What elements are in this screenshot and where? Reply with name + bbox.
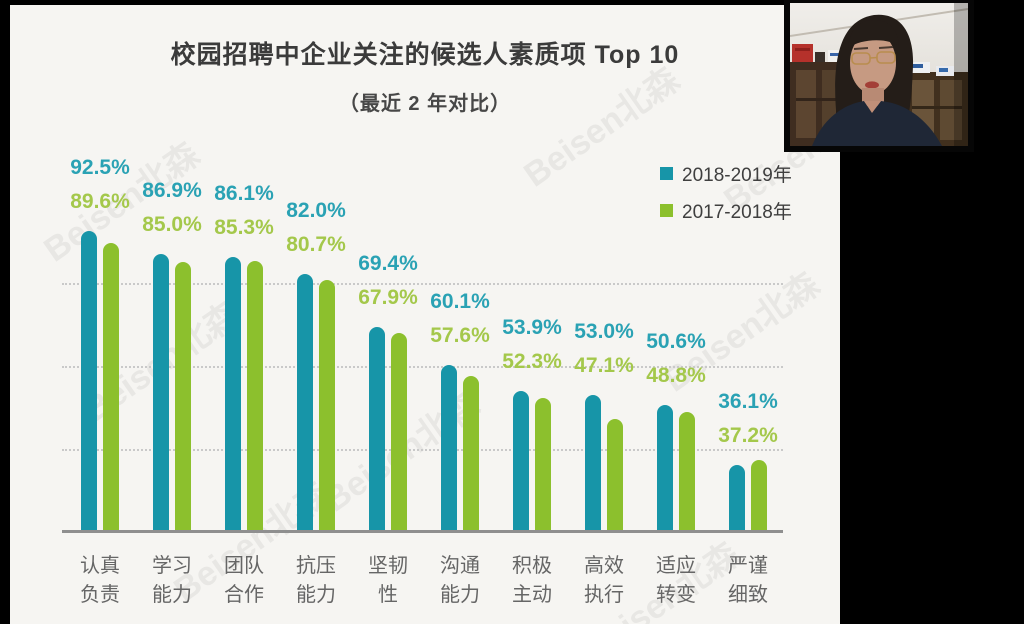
- value-label-2017-2018年: 52.3%: [502, 350, 562, 373]
- value-label-2017-2018年: 37.2%: [718, 424, 778, 447]
- shoulders: [812, 101, 942, 146]
- bar-2018-2019年: [369, 327, 385, 530]
- lips: [865, 81, 879, 89]
- bar-2017-2018年: [679, 412, 695, 530]
- value-labels: 53.9% 52.3%: [486, 311, 578, 379]
- bar-2017-2018年: [103, 243, 119, 530]
- value-label-2018-2019年: 53.9%: [502, 316, 562, 339]
- value-labels: 53.0% 47.1%: [558, 315, 650, 383]
- value-label-2018-2019年: 86.9%: [142, 179, 202, 202]
- cabinet-shelf: [912, 106, 962, 109]
- category-label: 团队 合作: [224, 555, 264, 606]
- video-frame: [790, 3, 968, 146]
- legend-swatch-green-icon: [660, 204, 673, 217]
- category-label: 认真 负责: [80, 555, 120, 606]
- value-label-2018-2019年: 69.4%: [358, 252, 418, 275]
- sign-mark: [911, 64, 923, 68]
- gridline: [62, 283, 783, 285]
- value-labels: 86.9% 85.0%: [126, 174, 218, 242]
- value-label-2017-2018年: 85.0%: [142, 213, 202, 236]
- webcam-scene: [784, 0, 974, 152]
- slide: Beisen北森 Beisen北森 Beisen北森 Beisen北森 Beisen北森…: [10, 5, 840, 624]
- red-box: [792, 44, 813, 62]
- bar-2017-2018年: [751, 460, 767, 530]
- value-labels: 86.1% 85.3%: [198, 177, 290, 245]
- bar-2017-2018年: [535, 398, 551, 530]
- category-label: 高效 执行: [584, 555, 624, 606]
- bar-2018-2019年: [513, 391, 529, 530]
- cabinet-shelf: [796, 98, 842, 101]
- value-label-2017-2018年: 80.7%: [286, 233, 346, 256]
- legend-item: 2018-2019年: [660, 160, 792, 187]
- bar-2017-2018年: [175, 262, 191, 530]
- value-label-2017-2018年: 67.9%: [358, 286, 418, 309]
- category-label: 抗压 能力: [296, 555, 336, 606]
- glasses-left-lens: [851, 52, 871, 65]
- bar-2017-2018年: [319, 280, 335, 530]
- value-labels: 82.0% 80.7%: [270, 194, 362, 262]
- bar-2017-2018年: [607, 419, 623, 530]
- page-subtitle: （最近 2 年对比）: [338, 93, 512, 115]
- gridline: [62, 449, 783, 451]
- bar-2017-2018年: [247, 261, 263, 530]
- webcam-video: [784, 0, 974, 152]
- bar-2017-2018年: [391, 333, 407, 530]
- value-labels: 92.5% 89.6%: [54, 151, 146, 219]
- page-title: 校园招聘中企业关注的候选人素质项 Top 10: [170, 41, 680, 69]
- cabinet-glass: [940, 80, 962, 140]
- bar-2018-2019年: [585, 395, 601, 530]
- legend-item: 2017-2018年: [660, 197, 792, 224]
- value-label-2017-2018年: 57.6%: [430, 324, 490, 347]
- bar-chart: 92.5% 89.6% 认真 负责 86.9% 85.0% 学习 能力 86.1% 85.3%…: [10, 5, 840, 624]
- value-labels: 36.1% 37.2%: [702, 385, 794, 453]
- value-label-2017-2018年: 85.3%: [214, 216, 274, 239]
- value-label-2017-2018年: 47.1%: [574, 354, 634, 377]
- presenter: [812, 14, 942, 146]
- dark-item: [815, 52, 825, 62]
- legend-label: 2018-2019年: [682, 165, 792, 186]
- neckline: [864, 101, 881, 113]
- bar-2018-2019年: [225, 257, 241, 530]
- bar-2018-2019年: [81, 231, 97, 530]
- chart-legend: 2018-2019年 2017-2018年: [660, 160, 792, 234]
- value-label-2018-2019年: 86.1%: [214, 182, 274, 205]
- category-label: 学习 能力: [152, 555, 192, 606]
- bar-2017-2018年: [463, 376, 479, 530]
- value-label-2018-2019年: 82.0%: [286, 199, 346, 222]
- value-label-2017-2018年: 89.6%: [70, 190, 130, 213]
- eyebrows: [853, 46, 894, 50]
- bar-2018-2019年: [441, 365, 457, 530]
- bar-2018-2019年: [153, 254, 169, 530]
- vignette: [954, 3, 968, 146]
- gridline: [62, 366, 783, 368]
- legend-label: 2017-2018年: [682, 202, 792, 223]
- hair-fringe: [848, 20, 899, 48]
- legend-swatch-teal-icon: [660, 167, 673, 180]
- category-label: 严谨 细致: [728, 555, 768, 606]
- value-label-2018-2019年: 92.5%: [70, 156, 130, 179]
- value-label-2018-2019年: 36.1%: [718, 390, 778, 413]
- bar-2018-2019年: [297, 274, 313, 530]
- category-label: 坚韧 性: [368, 555, 408, 606]
- category-label: 沟通 能力: [440, 555, 480, 606]
- sign-mark: [830, 53, 840, 56]
- value-label-2018-2019年: 60.1%: [430, 290, 490, 313]
- value-labels: 69.4% 67.9%: [342, 247, 434, 315]
- value-labels: 60.1% 57.6%: [414, 285, 506, 353]
- value-label-2018-2019年: 53.0%: [574, 320, 634, 343]
- value-label-2018-2019年: 50.6%: [646, 330, 706, 353]
- bar-2018-2019年: [657, 405, 673, 530]
- sign-mark: [939, 68, 948, 72]
- glasses-bridge: [869, 56, 878, 59]
- value-label-2017-2018年: 48.8%: [646, 364, 706, 387]
- x-axis-line: [62, 530, 783, 533]
- category-label: 积极 主动: [512, 555, 552, 606]
- value-labels: 50.6% 48.8%: [630, 325, 722, 393]
- category-label: 适应 转变: [656, 555, 696, 606]
- red-box-detail: [795, 48, 810, 51]
- bar-2018-2019年: [729, 465, 745, 530]
- cabinet-glass: [796, 70, 816, 138]
